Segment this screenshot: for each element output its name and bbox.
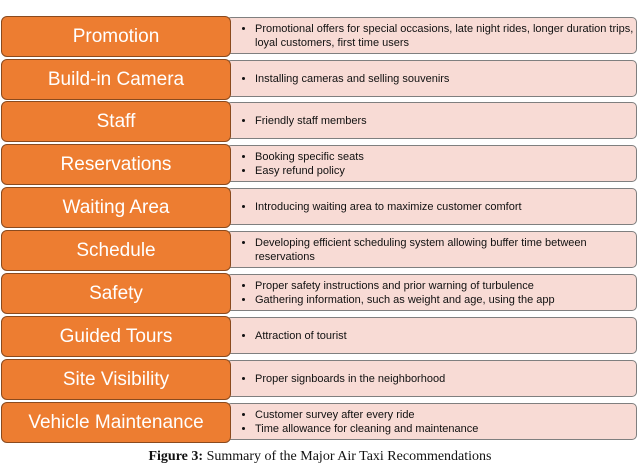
bullet-list: Promotional offers for special occasions… [231,22,636,50]
bullet-list: Booking specific seatsEasy refund policy [231,150,636,178]
bullet-item: Gathering information, such as weight an… [255,293,636,307]
category-box: Safety [1,273,231,314]
category-box: Staff [1,101,231,142]
recommendation-row: Safety Proper safety instructions and pri… [0,273,640,314]
bullet-item: Introducing waiting area to maximize cus… [255,200,636,214]
category-box: Guided Tours [1,316,231,357]
recommendation-row: ReservationsBooking specific seatsEasy r… [0,144,640,185]
description-box: Promotional offers for special occasions… [226,17,637,54]
bullet-list: Customer survey after every rideTime all… [231,408,636,436]
bullet-list: Proper signboards in the neighborhood [231,372,636,386]
bullet-item: Proper safety instructions and prior war… [255,279,636,293]
bullet-item: Installing cameras and selling souvenirs [255,72,636,86]
recommendation-row: Build-in Camera Installing cameras and se… [0,59,640,100]
bullet-item: Developing efficient scheduling system a… [255,236,636,264]
bullet-item: Time allowance for cleaning and maintena… [255,422,636,436]
description-box: Booking specific seatsEasy refund policy [226,145,637,182]
caption-label: Figure 3: [148,449,204,464]
recommendation-row: Waiting Area Introducing waiting area to … [0,187,640,228]
bullet-item: Proper signboards in the neighborhood [255,372,636,386]
bullet-item: Customer survey after every ride [255,408,636,422]
description-box: Customer survey after every rideTime all… [226,403,637,440]
description-box: Attraction of tourist [226,317,637,354]
category-box: Promotion [1,16,231,57]
description-box: Installing cameras and selling souvenirs [226,60,637,97]
caption-text: Summary of the Major Air Taxi Recommenda… [203,449,492,464]
figure-caption: Figure 3: Summary of the Major Air Taxi … [0,449,640,465]
bullet-list: Introducing waiting area to maximize cus… [231,200,636,214]
bullet-list: Friendly staff members [231,114,636,128]
description-box: Developing efficient scheduling system a… [226,231,637,268]
recommendation-row: Guided Tours Attraction of tourist [0,316,640,357]
description-box: Friendly staff members [226,102,637,139]
recommendation-row: Staff Friendly staff members [0,101,640,142]
recommendation-row: Site Visibility Proper signboards in the … [0,359,640,400]
bullet-list: Developing efficient scheduling system a… [231,236,636,264]
category-box: Waiting Area [1,187,231,228]
description-box: Introducing waiting area to maximize cus… [226,188,637,225]
description-box: Proper signboards in the neighborhood [226,360,637,397]
recommendation-row: Vehicle MaintenanceCustomer survey after… [0,402,640,443]
bullet-item: Booking specific seats [255,150,636,164]
description-box: Proper safety instructions and prior war… [226,274,637,311]
category-box: Vehicle Maintenance [1,402,231,443]
category-box: Schedule [1,230,231,271]
bullet-item: Easy refund policy [255,164,636,178]
category-box: Build-in Camera [1,59,231,100]
category-box: Site Visibility [1,359,231,400]
bullet-list: Installing cameras and selling souvenirs [231,72,636,86]
recommendation-row: Schedule Developing efficient scheduling … [0,230,640,271]
bullet-item: Promotional offers for special occasions… [255,22,636,50]
bullet-item: Attraction of tourist [255,329,636,343]
bullet-list: Attraction of tourist [231,329,636,343]
category-box: Reservations [1,144,231,185]
bullet-list: Proper safety instructions and prior war… [231,279,636,307]
bullet-item: Friendly staff members [255,114,636,128]
recommendation-row: Promotion Promotional offers for special … [0,16,640,57]
